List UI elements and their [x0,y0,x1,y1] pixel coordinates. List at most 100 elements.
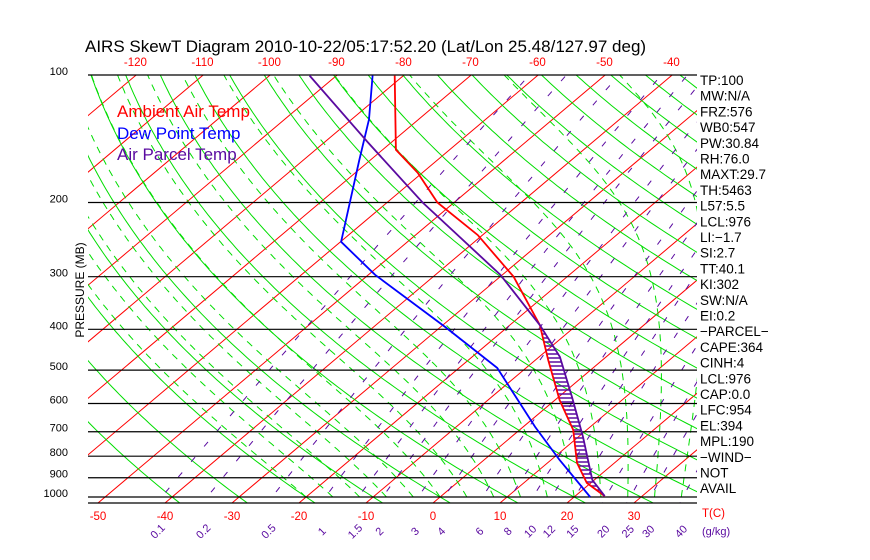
index-item: LFC:954 [700,403,752,418]
dry-adiabat [229,75,697,461]
bottom-temperature-tick-label: 0 [430,511,436,523]
bottom-temperature-tick-label: 20 [561,511,574,523]
index-item: MW:N/A [700,89,750,104]
index-item: PW:30.84 [700,136,760,151]
isotherm [88,75,472,400]
top-temperature-tick-label: -110 [191,57,213,69]
isotherm [365,223,697,503]
index-item: TT:40.1 [700,261,745,276]
moist-adiabat [88,174,387,498]
pressure-tick-label: 900 [50,469,68,481]
mixing-ratio-line [506,222,697,503]
x-axis-label: T(C) [702,508,725,520]
mixing-ratio-tick-label: 12 [541,523,558,540]
index-item: L57:5.5 [700,199,745,214]
moist-adiabat [272,75,575,498]
dry-adiabat [471,75,697,253]
index-item: MPL:190 [700,434,754,449]
mixing-ratio-tick-label: 10 [522,523,539,540]
mixing-ratio-tick-label: 4 [435,525,448,538]
mixing-ratio-tick-label: 20 [595,523,612,540]
pressure-tick-label: 300 [50,268,68,280]
mixing-ratio-tick-label: 0.2 [194,522,213,541]
dry-adiabat [402,75,697,310]
mixing-ratio-line [266,75,620,503]
isotherm [88,75,539,456]
dry-adiabat [367,75,697,340]
index-item: MAXT:29.7 [700,167,766,182]
dry-adiabat [540,75,697,198]
isotherm [88,75,271,230]
isotherm [231,109,697,503]
mixing-ratio-tick-label: 1.5 [346,522,365,541]
index-item: LCL:976 [700,371,751,386]
pressure-lines [88,74,697,504]
dry-adiabat [298,75,697,399]
mixing-ratio-line [570,302,697,503]
top-temperature-tick-label: -60 [529,57,546,69]
top-temperature-tick-label: -100 [258,57,281,69]
bottom-temperature-tick-label: -40 [157,511,174,523]
isotherm [164,75,673,503]
indices-panel: TP:100MW:N/AFRZ:576WB0:547PW:30.84RH:76.… [700,73,769,496]
mixing-ratio-tick-label: 3 [409,525,422,538]
legend-ambient: Ambient Air Temp [117,102,250,121]
parcel-temperature-line [308,75,606,497]
isotherm [499,336,697,503]
isotherm [0,66,80,507]
index-item: EI:0.2 [700,309,735,324]
sounding-curves [308,75,606,498]
legend-parcel: Air Parcel Temp [117,145,237,164]
top-temperature-tick-label: -40 [663,57,680,69]
mixing-ratio-line [626,380,697,503]
dry-adiabat [88,359,249,503]
pressure-tick-label: 1000 [44,488,68,500]
isotherm [762,66,870,507]
moist-adiabat [181,75,521,498]
isotherm [88,75,204,173]
pressure-tick-label: 400 [50,320,68,332]
dry-adiabat [194,75,697,493]
top-temperature-tick-label: -120 [124,57,147,69]
dry-adiabat [506,75,697,225]
index-item: TP:100 [700,73,744,88]
top-temperature-tick-label: -50 [596,57,613,69]
index-item: EL:394 [700,418,743,433]
dry-adiabat [88,296,316,503]
moist-adiabat [618,75,697,498]
index-item: LI:−1.7 [700,230,742,245]
dry-adiabat [88,154,452,503]
index-item: SI:2.7 [700,246,735,261]
mixing-ratio-tick-label: 6 [474,525,487,538]
legend-dewpoint: Dew Point Temp [117,124,240,143]
moist-adiabat [408,75,629,498]
mixing-ratio-line [601,344,697,503]
bottom-temperature-tick-label: -10 [358,511,375,523]
isotherm [298,166,697,503]
dry-adiabat [88,421,181,503]
ambient-temperature-line [393,75,606,497]
bottom-temperature-tick-label: -20 [291,511,308,523]
dry-adiabat [125,75,587,503]
mixing-ratio-tick-label: 0.5 [259,522,278,541]
moist-adiabat [117,75,468,498]
chart-title: AIRS SkewT Diagram 2010-10-22/05:17:52.2… [85,37,646,56]
index-item: CINH:4 [700,356,745,371]
index-item: AVAIL [700,481,737,496]
index-item: −PARCEL− [700,324,769,339]
bottom-temperature-tick-label: -50 [90,511,107,523]
moist-adiabat [88,215,361,498]
bottom-temperature-tick-label: -30 [224,511,241,523]
isotherm [88,75,405,343]
isotherm [88,75,338,286]
index-item: KI:302 [700,277,739,292]
moist-adiabat [90,75,441,498]
dry-adiabat [610,75,697,143]
index-item: NOT [700,466,729,481]
isotherm [97,75,606,503]
mixing-ratio-tick-label: 15 [564,523,581,540]
index-item: LCL:976 [700,214,751,229]
mixing-ratio-tick-label: 40 [673,523,690,540]
mixing-ratio-tick-label: 8 [502,525,515,538]
